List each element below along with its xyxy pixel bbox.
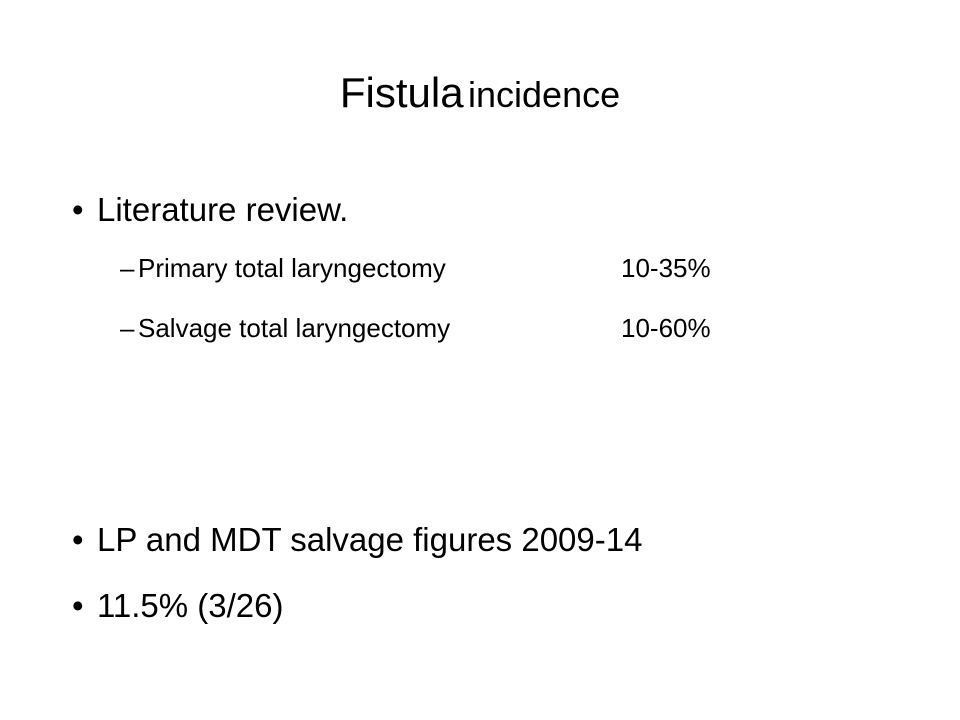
sub-dash: – xyxy=(120,313,135,343)
slide-title: Fistula incidence xyxy=(0,72,960,114)
bullet-text: Literature review. xyxy=(97,191,349,228)
title-second: incidence xyxy=(468,74,621,115)
sub-label: Primary total laryngectomy xyxy=(138,253,446,283)
bullet-dot: • xyxy=(72,191,84,228)
bullet-text: 11.5% (3/26) xyxy=(97,587,284,624)
bullet-dot: • xyxy=(72,521,84,558)
bullet-dot: • xyxy=(72,587,84,624)
sub-label: Salvage total laryngectomy xyxy=(138,313,451,343)
sub-value: 10-60% xyxy=(621,313,711,343)
sub-dash: – xyxy=(120,253,135,283)
title-first: Fistula xyxy=(339,69,464,116)
sub-value: 10-35% xyxy=(621,253,711,283)
bullet-text: LP and MDT salvage figures 2009-14 xyxy=(97,521,643,558)
